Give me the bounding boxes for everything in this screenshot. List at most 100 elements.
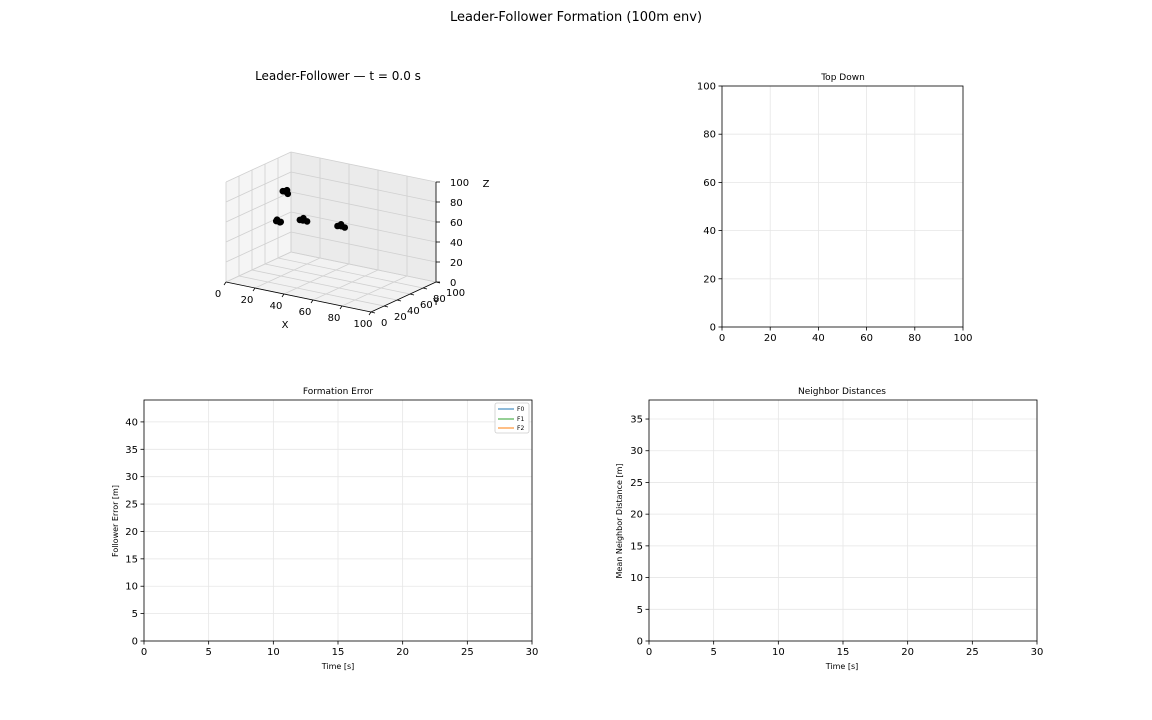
- formation-error-xlabel: Time [s]: [321, 662, 355, 671]
- y-tick-label: 0: [132, 637, 138, 648]
- y-tick-label: 15: [630, 541, 643, 552]
- y-tick-label: 20: [394, 312, 407, 323]
- x-tick-label: 20: [901, 647, 914, 658]
- y-tick-label: 0: [381, 318, 387, 329]
- panel-3d-panes: [226, 152, 436, 312]
- gridline-3d: [225, 151, 292, 183]
- x-tick-label: 15: [837, 647, 850, 658]
- x-tick-label: 20: [764, 333, 777, 344]
- neighbor-distances-gridlines: [648, 400, 1038, 642]
- y-tick-label: 100: [446, 288, 465, 299]
- formation-error-gridlines: [143, 400, 533, 642]
- formation-agent-point: [341, 224, 349, 231]
- panel-3d-view: Leader-Follower — t = 0.0 s 0 20 40 60 80 100…: [215, 69, 490, 331]
- y-tick-label: 100: [697, 82, 716, 93]
- y-tick-label: 25: [125, 500, 138, 511]
- y-tick-label: 20: [703, 274, 716, 285]
- y-tick-mark: [422, 287, 428, 290]
- gridline-3d: [225, 251, 292, 283]
- x-tick-label: 0: [141, 647, 147, 658]
- x-tick-mark: [310, 299, 314, 304]
- neighbor-distances-ticks: 0 5 10 15 20 25 30 0 5 10 15 20 25 30 35: [630, 415, 1043, 658]
- top-down-title: Top Down: [820, 73, 865, 83]
- x-tick-label: 0: [215, 289, 221, 300]
- panel-3d-ylabel: Y: [432, 297, 440, 308]
- gridline-3d: [251, 269, 398, 301]
- x-tick-label: 40: [270, 301, 283, 312]
- z-tick-label: 100: [450, 178, 469, 189]
- gridline-3d: [264, 263, 411, 295]
- gridline-3d: [290, 191, 437, 223]
- gridline-3d: [238, 275, 385, 307]
- y-tick-label: 0: [710, 323, 716, 334]
- x-tick-label: 5: [710, 647, 716, 658]
- y-tick-label: 20: [125, 527, 138, 538]
- x-axis-line: [225, 281, 372, 313]
- y-tick-label: 10: [630, 573, 643, 584]
- gridline-3d: [225, 191, 292, 223]
- gridline-3d: [290, 151, 437, 183]
- gridline-3d: [277, 257, 424, 289]
- x-tick-label: 30: [526, 647, 539, 658]
- y-tick-mark: [383, 305, 389, 308]
- panel-3d-gridlines: [225, 151, 437, 313]
- z-tick-label: 20: [450, 258, 463, 269]
- panel-3d-xlabel: X: [282, 320, 289, 331]
- panel-neighbor-distances: Neighbor Distances 0 5 10 15 20 25 30 0 5 10 15 20 2…: [615, 387, 1043, 671]
- y-tick-label: 60: [420, 300, 433, 311]
- y-tick-label: 60: [703, 178, 716, 189]
- x-tick-label: 100: [953, 333, 972, 344]
- legend-box: [494, 402, 530, 434]
- y-tick-label: 30: [125, 472, 138, 483]
- gridline-3d: [290, 211, 437, 243]
- y-tick-label: 20: [630, 510, 643, 521]
- y-tick-label: 5: [637, 605, 643, 616]
- y-tick-label: 35: [125, 445, 138, 456]
- top-down-gridlines: [721, 85, 964, 328]
- x-tick-mark: [281, 293, 285, 298]
- x-tick-label: 80: [908, 333, 921, 344]
- top-down-frame: [721, 85, 964, 328]
- x-tick-label: 20: [396, 647, 409, 658]
- x-tick-label: 20: [241, 295, 254, 306]
- formation-error-ticks: 0 5 10 15 20 25 30 0 5 10 15 20 25 30 35 40: [125, 417, 538, 658]
- y-tick-label: 10: [125, 582, 138, 593]
- y-tick-label: 15: [125, 554, 138, 565]
- x-tick-label: 25: [461, 647, 474, 658]
- x-tick-label: 15: [332, 647, 345, 658]
- y-tick-mark: [396, 299, 402, 302]
- formation-agent-point: [303, 218, 311, 225]
- x-tick-label: 80: [328, 313, 341, 324]
- gridline-3d: [290, 231, 437, 263]
- gridline-3d: [341, 275, 408, 307]
- gridline-3d: [283, 263, 350, 295]
- z-tick-label: 40: [450, 238, 463, 249]
- legend-label-f2: F2: [517, 425, 524, 432]
- neighbor-distances-xlabel: Time [s]: [825, 662, 859, 671]
- z-tick-label: 0: [450, 278, 456, 289]
- y-tick-label: 80: [703, 130, 716, 141]
- legend-label-f0: F0: [517, 406, 524, 413]
- y-tick-label: 25: [630, 478, 643, 489]
- panel-formation-error: Formation Error 0 5 10 15 20 25 30 0 5 10 15 20 25 30…: [111, 387, 538, 671]
- panel-3d-axes: [225, 182, 437, 313]
- x-tick-label: 10: [267, 647, 280, 658]
- formation-agent-point: [279, 187, 287, 195]
- x-tick-label: 60: [860, 333, 873, 344]
- panel-3d-title: Leader-Follower — t = 0.0 s: [255, 69, 421, 83]
- y-tick-label: 0: [637, 637, 643, 648]
- gridline-3d: [225, 171, 292, 203]
- panel-3d-zlabel: Z: [483, 179, 490, 190]
- figure-title: Leader-Follower Formation (100m env): [449, 10, 703, 25]
- gridline-3d: [225, 211, 292, 243]
- neighbor-distances-ylabel: Mean Neighbor Distance [m]: [615, 464, 624, 579]
- x-tick-mark: [252, 287, 256, 292]
- gridline-3d: [290, 171, 437, 203]
- top-down-ticks: 0 20 40 60 80 100 0 20 40 60 80 100: [697, 82, 973, 345]
- x-tick-mark: [339, 305, 343, 310]
- pane-side: [226, 152, 291, 282]
- y-tick-label: 30: [630, 446, 643, 457]
- formation-agent-point: [277, 218, 285, 226]
